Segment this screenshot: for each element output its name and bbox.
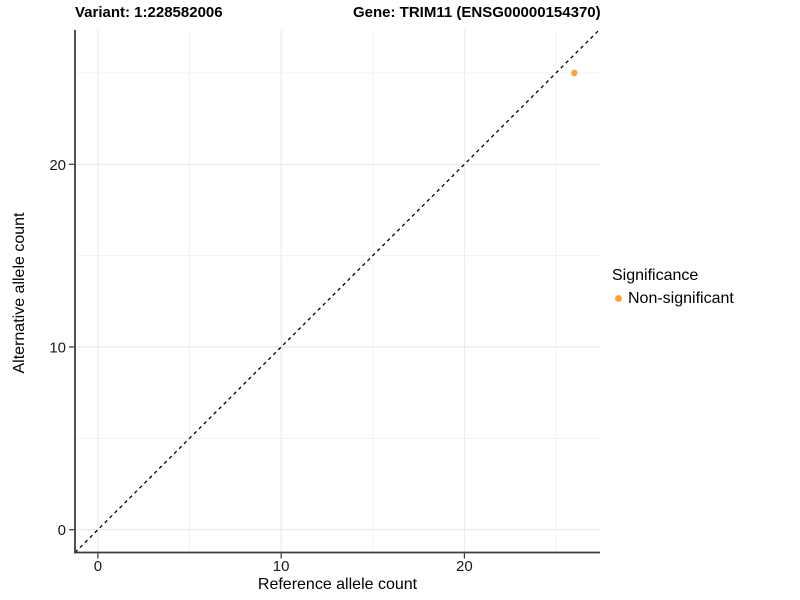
data-point — [571, 69, 578, 77]
x-axis-title: Reference allele count — [257, 576, 418, 593]
data-points — [571, 69, 578, 77]
legend-item-non-significant: Non-significant — [612, 289, 734, 308]
plot-title-variant: Variant: 1:228582006 — [75, 4, 223, 21]
y-axis-title: Alternative allele count — [11, 212, 28, 374]
legend: Significance Non-significant — [612, 266, 734, 308]
x-tick-label: 0 — [94, 558, 102, 575]
y-tick-label: 10 — [49, 339, 66, 356]
x-tick-label: 20 — [456, 558, 473, 575]
x-tick-label: 10 — [273, 558, 290, 575]
legend-point-icon — [615, 295, 622, 302]
axis-tick-marks — [69, 163, 465, 559]
y-tick-labels: 0 10 20 — [49, 157, 66, 539]
y-tick-label: 20 — [49, 157, 66, 174]
minor-gridlines — [75, 30, 600, 553]
legend-title: Significance — [612, 267, 699, 284]
legend-item-label: Non-significant — [628, 290, 734, 307]
y-tick-label: 0 — [58, 522, 66, 539]
x-tick-labels: 0 10 20 — [94, 558, 473, 575]
major-gridlines — [75, 30, 600, 553]
identity-dashed-line — [74, 29, 600, 553]
plot-title-gene: Gene: TRIM11 (ENSG00000154370) — [353, 4, 601, 21]
